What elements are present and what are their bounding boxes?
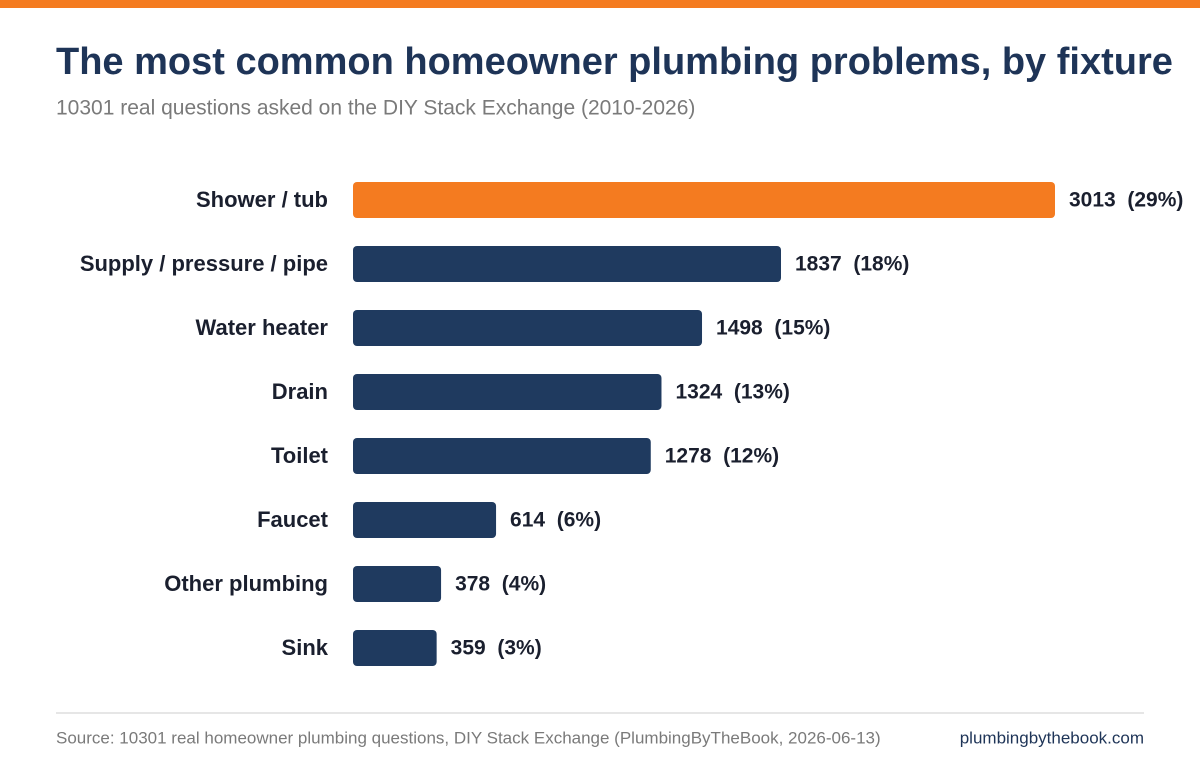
category-label: Toilet	[271, 443, 329, 468]
bar	[353, 246, 782, 282]
chart-subtitle: 10301 real questions asked on the DIY St…	[56, 97, 695, 120]
category-label: Faucet	[257, 507, 329, 532]
value-label: 3013 (29%)	[1069, 189, 1183, 212]
bar	[353, 566, 442, 602]
value-label: 1324 (13%)	[675, 381, 789, 404]
value-label: 614 (6%)	[510, 509, 601, 532]
category-label: Other plumbing	[164, 571, 328, 596]
category-label: Shower / tub	[196, 187, 328, 212]
website: plumbingbythebook.com	[960, 728, 1144, 747]
bar	[353, 310, 703, 346]
category-label: Sink	[282, 635, 329, 660]
category-label: Drain	[272, 379, 328, 404]
value-label: 359 (3%)	[451, 637, 542, 660]
bar	[353, 182, 1055, 218]
chart-title: The most common homeowner plumbing probl…	[56, 41, 1173, 83]
value-label: 1498 (15%)	[716, 317, 830, 340]
value-label: 378 (4%)	[455, 573, 546, 596]
value-label: 1278 (12%)	[665, 445, 779, 468]
bar	[353, 438, 651, 474]
bar	[353, 374, 662, 410]
top-accent	[0, 0, 1200, 8]
bar	[353, 502, 497, 538]
category-label: Supply / pressure / pipe	[80, 251, 328, 276]
bar	[353, 630, 437, 666]
value-label: 1837 (18%)	[795, 253, 909, 276]
category-label: Water heater	[196, 315, 329, 340]
source-note: Source: 10301 real homeowner plumbing qu…	[56, 728, 881, 747]
